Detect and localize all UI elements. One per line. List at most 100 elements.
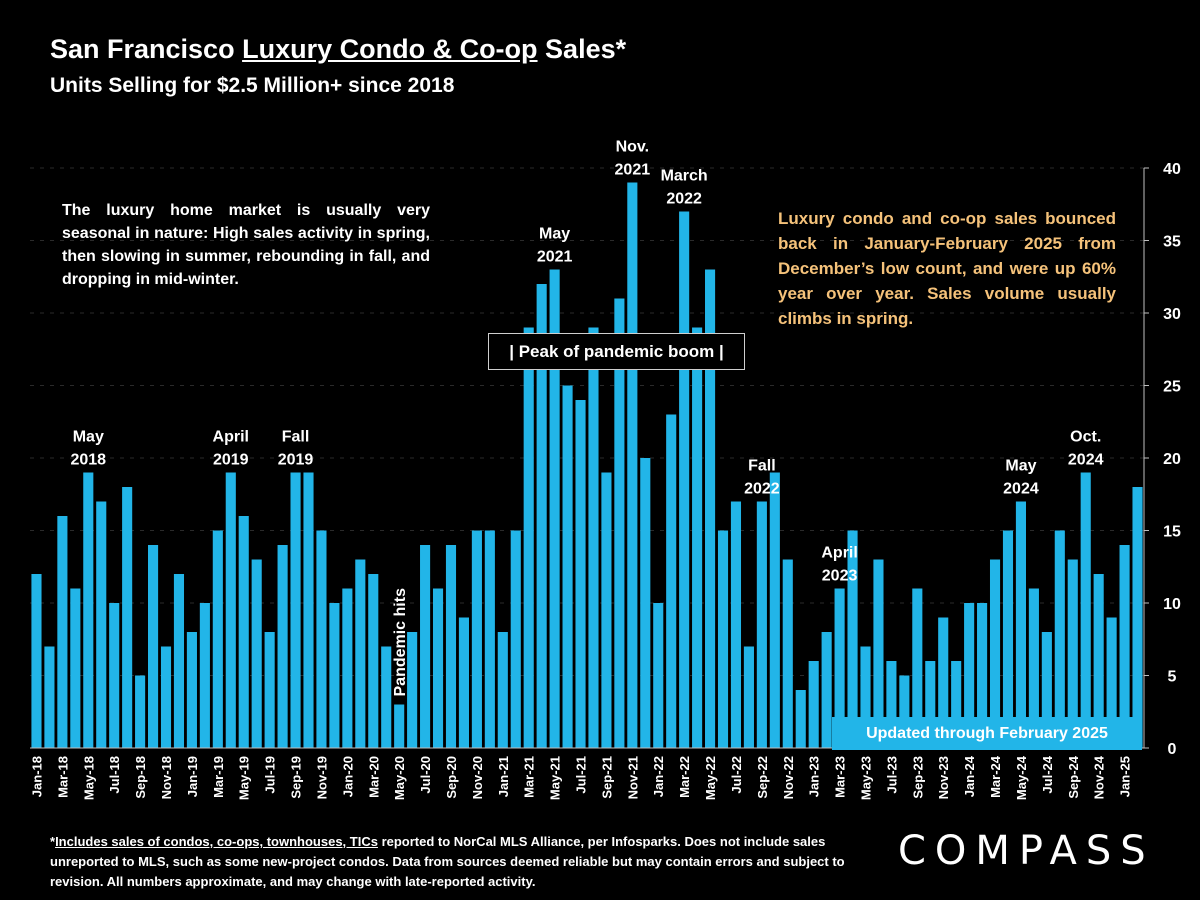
bar [756,501,767,748]
x-tick-label: Mar-20 [366,756,381,798]
x-tick-label: Jul-24 [1040,755,1055,793]
bar [122,487,133,748]
annotation-label: Oct. [1070,429,1101,446]
bar [951,661,962,748]
annotation-label: 2024 [1003,481,1039,498]
bar [795,690,806,748]
x-tick-label: Sep-22 [755,756,770,799]
x-tick-label: Sep-20 [444,756,459,799]
y-tick-label: 0 [1168,741,1177,758]
bar [640,458,651,748]
pandemic-peak-label: | Peak of pandemic boom | [488,333,745,370]
x-tick-label: Nov-20 [470,756,485,799]
bar [692,327,703,748]
annotation-label: Fall [282,429,310,446]
bar [601,472,612,748]
bar [109,603,120,748]
bar [834,588,845,748]
bar [1041,632,1052,748]
bar [264,632,275,748]
x-tick-label: Mar-18 [55,756,70,798]
bar [1106,617,1117,748]
bar [1119,545,1130,748]
x-tick-label: May-21 [548,756,563,800]
bar [458,617,469,748]
bar [83,472,94,748]
bar [510,530,521,748]
annotation-label: 2018 [70,452,106,469]
y-tick-label: 25 [1163,379,1181,396]
bar [44,646,55,748]
footnote-asterisk: * [50,834,56,849]
bar [743,646,754,748]
x-tick-label: Mar-24 [988,755,1003,798]
bar [1093,574,1104,748]
annotation-label: May [1005,458,1036,475]
y-tick-label: 15 [1163,524,1181,541]
bar [782,559,793,748]
annotation-label: April [821,545,857,562]
bar [925,661,936,748]
annotation-label: Nov. [616,139,649,156]
x-tick-label: May-22 [703,756,718,800]
bar [186,632,197,748]
x-tick-label: Jul-18 [107,756,122,794]
annotation-label: May [73,429,104,446]
title-suffix: Sales* [537,34,627,64]
bar [575,400,586,748]
bar [212,530,223,748]
x-tick-label: Sep-23 [910,756,925,799]
bar [666,414,677,748]
bar [886,661,897,748]
y-tick-label: 35 [1163,234,1181,251]
bar [821,632,832,748]
x-tick-label: Sep-21 [599,756,614,799]
bar [523,327,534,748]
x-tick-label: Jan-25 [1118,756,1133,797]
bar [316,530,327,748]
bar [199,603,210,748]
bar [368,574,379,748]
x-tick-label: May-20 [392,756,407,800]
x-tick-label: Jan-18 [29,756,44,797]
bar [394,704,405,748]
annotation-label: March [661,168,708,185]
annotation-label: 2019 [278,452,314,469]
bar [769,472,780,748]
bar [989,559,1001,748]
y-tick-label: 20 [1163,451,1181,468]
bar [148,545,159,748]
bar [977,603,988,748]
updated-banner: Updated through February 2025 [832,717,1142,750]
bar [277,545,288,748]
x-tick-label: Nov-22 [781,756,796,799]
annotation-label: 2022 [666,191,702,208]
bar [938,617,949,748]
bar [1080,472,1091,748]
bar [912,588,923,748]
bar [445,545,457,748]
bar [588,327,599,748]
x-tick-label: Nov-21 [625,756,640,799]
x-tick-label: Jul-19 [263,756,278,794]
x-tick-label: Mar-22 [677,756,692,798]
bar [847,530,858,748]
bar [420,545,431,748]
bar [471,530,482,748]
x-tick-label: Nov-23 [936,756,951,799]
bar [135,675,146,748]
title-prefix: San Francisco [50,34,243,64]
x-tick-label: Jan-23 [807,756,822,797]
bar [627,182,638,748]
bar [432,588,444,748]
title-underlined: Luxury Condo & Co-op [242,34,538,64]
bar [873,559,884,748]
annotation-label: 2022 [744,481,780,498]
bar [1054,530,1065,748]
x-tick-label: Nov-24 [1092,755,1107,799]
bar [730,501,742,748]
annotation-label: May [539,226,570,243]
x-tick-label: Jan-21 [496,756,511,797]
bar [329,603,340,748]
